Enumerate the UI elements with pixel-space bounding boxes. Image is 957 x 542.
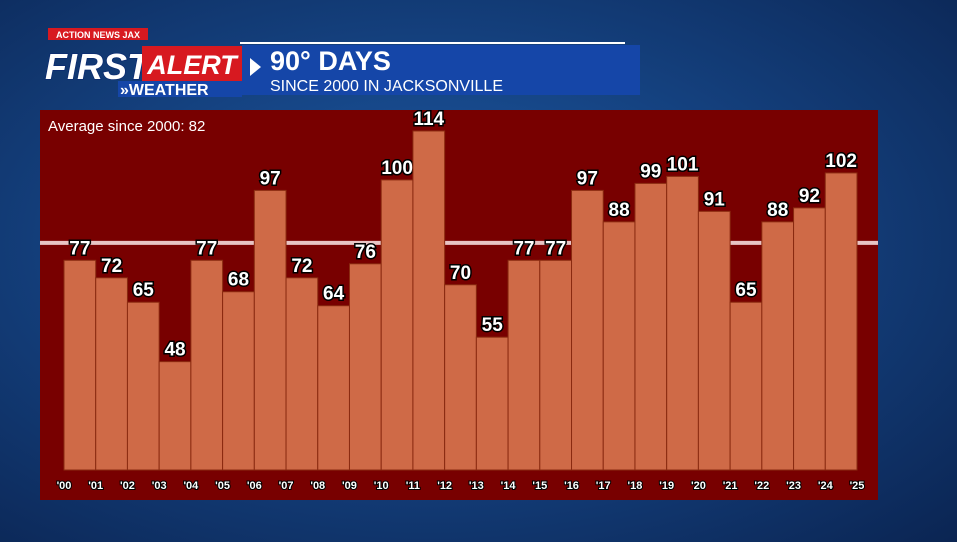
x-tick-label: '09 — [342, 480, 357, 492]
value-label: 88 — [767, 200, 788, 221]
value-label: 97 — [577, 168, 598, 189]
x-tick-label: '15 — [532, 480, 547, 492]
x-tick-label: '23 — [786, 480, 801, 492]
bar — [190, 259, 224, 471]
logo-weather: »WEATHER — [120, 82, 209, 99]
value-label: 76 — [355, 242, 376, 263]
title: 90° DAYS — [270, 46, 391, 76]
logo-alert: ALERT — [146, 50, 239, 80]
value-label: 77 — [513, 238, 534, 259]
bar — [63, 259, 97, 471]
bar — [348, 263, 382, 471]
value-label: 77 — [545, 238, 566, 259]
x-tick-label: '13 — [469, 480, 484, 492]
logo-first: FIRST — [45, 46, 152, 87]
value-label: 91 — [704, 189, 726, 210]
value-label: 72 — [101, 256, 122, 277]
x-tick-label: '11 — [406, 480, 420, 492]
bar — [126, 301, 160, 471]
value-label: 55 — [482, 315, 504, 336]
bar — [761, 221, 795, 471]
value-label: 48 — [164, 340, 185, 361]
header-bar — [242, 45, 640, 95]
bar — [602, 221, 636, 471]
x-tick-label: '20 — [691, 480, 706, 492]
x-tick-label: '07 — [279, 480, 294, 492]
x-tick-label: '19 — [659, 480, 674, 492]
value-label: 92 — [799, 186, 820, 207]
bar — [666, 175, 699, 471]
x-tick-label: '01 — [88, 480, 103, 492]
bar — [285, 277, 319, 471]
bar — [507, 259, 541, 471]
bar — [697, 210, 731, 471]
bar — [475, 336, 509, 471]
x-tick-label: '14 — [501, 480, 517, 492]
value-label: 64 — [323, 284, 345, 305]
bar — [253, 189, 287, 471]
x-tick-label: '00 — [57, 480, 72, 492]
subtitle: SINCE 2000 IN JACKSONVILLE — [270, 78, 503, 95]
x-tick-label: '06 — [247, 480, 262, 492]
average-label: Average since 2000: 82 — [48, 118, 205, 135]
value-label: 99 — [640, 161, 661, 182]
x-tick-label: '16 — [564, 480, 579, 492]
value-label: 102 — [825, 151, 857, 172]
bar — [222, 291, 255, 471]
x-tick-label: '05 — [215, 480, 230, 492]
value-label: 97 — [260, 168, 281, 189]
value-label: 77 — [69, 238, 90, 259]
alert-box — [142, 46, 242, 81]
bar — [793, 207, 826, 471]
bar — [412, 130, 446, 471]
value-label: 114 — [413, 109, 444, 130]
x-tick-label: '18 — [628, 480, 643, 492]
x-tick-label: '24 — [818, 480, 834, 492]
value-label: 100 — [381, 158, 413, 179]
x-tick-label: '12 — [437, 480, 452, 492]
bar — [158, 361, 192, 471]
x-tick-label: '21 — [723, 480, 738, 492]
plot: '00 77 '01 72 '02 65 '03 48 '04 77 '05 68 '06 97 '07 72… — [40, 107, 878, 493]
bar — [444, 284, 477, 471]
x-tick-label: '04 — [183, 480, 199, 492]
value-label: 101 — [667, 154, 699, 175]
x-tick-label: '17 — [596, 480, 611, 492]
bar — [317, 305, 350, 471]
bar — [95, 277, 128, 471]
bar — [539, 259, 573, 471]
x-tick-label: '08 — [310, 480, 325, 492]
network: ACTION NEWS JAX — [56, 30, 140, 40]
bar — [571, 189, 604, 471]
bar — [729, 301, 763, 471]
value-label: 65 — [133, 280, 155, 301]
value-label: 77 — [196, 238, 217, 259]
value-label: 70 — [450, 263, 471, 284]
arrow — [250, 58, 261, 76]
bar — [634, 182, 668, 471]
bar — [824, 172, 858, 471]
x-tick-label: '02 — [120, 480, 135, 492]
x-tick-label: '10 — [374, 480, 389, 492]
weather-box — [118, 81, 242, 97]
bar — [380, 179, 414, 471]
value-label: 72 — [291, 256, 312, 277]
value-label: 68 — [228, 270, 249, 291]
value-label: 65 — [735, 280, 757, 301]
value-label: 88 — [609, 200, 630, 221]
x-tick-label: '25 — [850, 480, 865, 492]
x-tick-label: '22 — [754, 480, 769, 492]
network-box — [48, 28, 148, 40]
x-tick-label: '03 — [152, 480, 167, 492]
